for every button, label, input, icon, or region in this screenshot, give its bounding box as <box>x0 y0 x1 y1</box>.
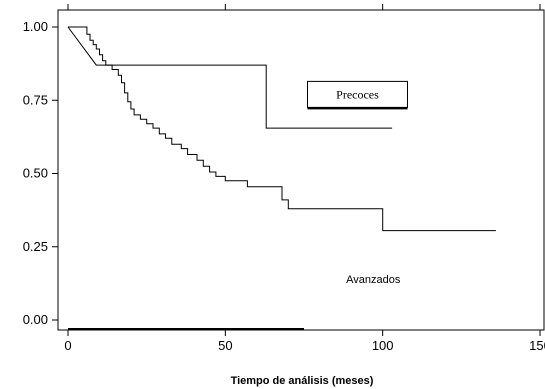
annotation-precoces: Precoces <box>336 87 379 101</box>
series-line-precoces <box>67 26 393 129</box>
series-line-avanzados <box>68 26 496 232</box>
annotation-box-shadow <box>307 107 408 110</box>
y-tick-label: 0.00 <box>23 312 48 327</box>
axis-ticks: 0.00 0.25 0.50 0.75 1.00 0 50 100 150 <box>23 4 545 353</box>
annotation-layer: Precoces Avanzados <box>306 80 408 286</box>
series-layer <box>67 26 496 232</box>
y-tick-label: 0.50 <box>23 166 48 181</box>
x-tick-label: 100 <box>372 338 394 353</box>
x-tick-label: 0 <box>64 338 71 353</box>
plot-border <box>57 9 545 331</box>
x-tick-label: 50 <box>218 338 232 353</box>
annotation-avanzados: Avanzados <box>346 274 401 286</box>
y-tick-label: 1.00 <box>23 19 48 34</box>
x-tick-label: 150 <box>529 338 545 353</box>
y-tick-label: 0.25 <box>23 239 48 254</box>
plot-frame <box>57 9 545 331</box>
y-tick-label: 0.75 <box>23 92 48 107</box>
x-axis-label: Tiempo de análisis (meses) <box>231 375 374 387</box>
